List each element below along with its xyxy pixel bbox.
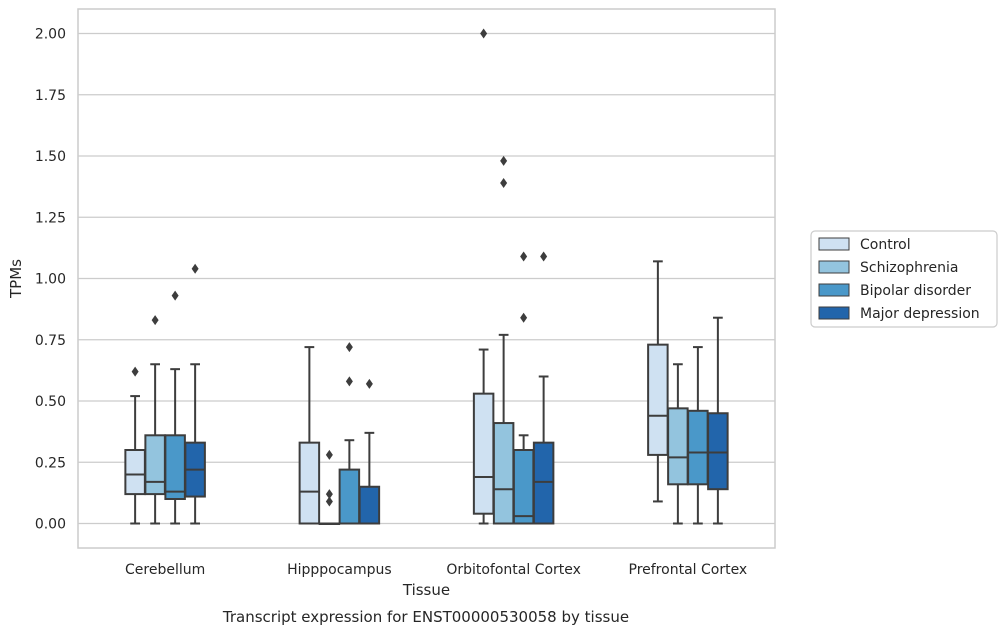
y-tick-label: 2.00 bbox=[35, 27, 66, 43]
legend-label: Bipolar disorder bbox=[860, 283, 971, 299]
box-iqr bbox=[164, 434, 186, 500]
legend-swatch bbox=[818, 237, 850, 251]
box-iqr bbox=[707, 412, 729, 491]
outlier-point bbox=[520, 312, 528, 323]
legend-label: Control bbox=[860, 237, 911, 253]
outlier-point bbox=[131, 366, 139, 377]
y-tick-label: 0.75 bbox=[35, 333, 66, 349]
outlier-point bbox=[325, 489, 333, 500]
box bbox=[164, 290, 186, 525]
box-iqr bbox=[358, 485, 381, 525]
box-iqr bbox=[492, 422, 515, 525]
box-plot-series bbox=[124, 28, 729, 525]
box-iqr bbox=[667, 407, 689, 486]
box bbox=[124, 366, 146, 525]
box bbox=[184, 263, 206, 525]
y-axis-ticks: 0.00 0.25 0.50 0.75 1.00 1.25 1.50 1.75 2.00 bbox=[35, 27, 66, 533]
box bbox=[318, 449, 341, 525]
outlier-point bbox=[520, 251, 528, 262]
series-control bbox=[124, 28, 669, 525]
x-tick-label: Hipppocampus bbox=[287, 562, 392, 578]
box-iqr bbox=[512, 449, 535, 525]
y-axis-label: TPMs bbox=[7, 259, 25, 299]
box-iqr bbox=[532, 441, 555, 525]
box-iqr bbox=[338, 468, 361, 525]
outlier-point bbox=[480, 28, 488, 39]
legend-label: Major depression bbox=[860, 306, 980, 322]
y-tick-label: 1.75 bbox=[35, 88, 66, 104]
outlier-point bbox=[191, 263, 199, 274]
box bbox=[338, 342, 361, 525]
box-iqr bbox=[687, 409, 709, 486]
x-tick-label: Prefrontal Cortex bbox=[629, 562, 748, 578]
x-axis-ticks: Cerebellum Hipppocampus Orbitofontal Corte… bbox=[125, 562, 747, 578]
box bbox=[512, 251, 535, 525]
box bbox=[647, 260, 669, 503]
box bbox=[707, 316, 729, 525]
x-tick-label: Cerebellum bbox=[125, 562, 205, 578]
box-iqr bbox=[298, 441, 321, 525]
series-schizophrenia bbox=[144, 155, 689, 525]
legend-swatch bbox=[818, 283, 850, 297]
series-major-depression bbox=[184, 251, 729, 525]
x-axis-label: Tissue bbox=[402, 581, 450, 599]
box bbox=[667, 363, 689, 525]
y-tick-label: 1.00 bbox=[35, 272, 66, 288]
box bbox=[358, 378, 381, 525]
box-iqr bbox=[144, 434, 166, 496]
box-iqr bbox=[124, 449, 146, 496]
legend: Control Schizophrenia Bipolar disorder Majo… bbox=[810, 230, 998, 328]
plot-frame bbox=[77, 8, 776, 549]
legend-swatch bbox=[818, 306, 850, 320]
legend-label: Schizophrenia bbox=[860, 260, 958, 276]
legend-frame bbox=[810, 230, 998, 328]
box bbox=[472, 28, 495, 525]
y-tick-label: 0.00 bbox=[35, 517, 66, 533]
outlier-point bbox=[540, 251, 548, 262]
box bbox=[687, 346, 709, 525]
outlier-point bbox=[325, 496, 333, 507]
outlier-point bbox=[171, 290, 179, 301]
outlier-point bbox=[500, 177, 508, 188]
box bbox=[298, 346, 321, 525]
outlier-point bbox=[345, 376, 353, 387]
y-tick-label: 0.25 bbox=[35, 455, 66, 471]
legend-swatch bbox=[818, 260, 850, 274]
outlier-point bbox=[345, 342, 353, 353]
outlier-point bbox=[325, 449, 333, 460]
figure-caption: Transcript expression for ENST0000053005… bbox=[222, 608, 629, 626]
y-tick-label: 1.50 bbox=[35, 149, 66, 165]
series-bipolar-disorder bbox=[164, 251, 709, 525]
outlier-point bbox=[151, 315, 159, 326]
box-iqr bbox=[647, 343, 669, 456]
box bbox=[144, 315, 166, 525]
x-tick-label: Orbitofontal Cortex bbox=[446, 562, 581, 578]
outlier-point bbox=[500, 155, 508, 166]
box-iqr bbox=[472, 392, 495, 515]
outlier-point bbox=[365, 378, 373, 389]
box bbox=[492, 155, 515, 525]
y-tick-label: 0.50 bbox=[35, 394, 66, 410]
box bbox=[532, 251, 555, 525]
y-tick-label: 1.25 bbox=[35, 210, 66, 226]
